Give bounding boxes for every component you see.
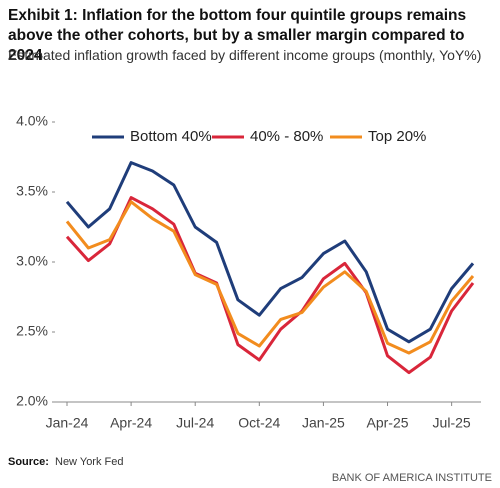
x-tick-label: Oct-24 [238,415,280,431]
legend-label: 40% - 80% [250,128,323,145]
x-tick-label: Apr-25 [367,415,409,431]
x-tick-label: Jul-25 [433,415,471,431]
brand: BANK OF AMERICA INSTITUTE [332,472,492,484]
series-line [65,200,475,355]
x-tick-label: Jan-25 [302,415,345,431]
source: New York Fed [55,456,123,468]
y-tick-label: 3.5% [16,183,48,199]
chart-title: Exhibit 1: Inflation for the bottom four… [8,7,467,64]
legend-label: Top 20% [368,128,426,145]
y-tick-label: 3.0% [16,253,48,269]
series-line [65,196,475,375]
x-tick-label: Jul-24 [176,415,214,431]
source-label: Source: [8,456,49,468]
y-tick-label: 4.0% [16,113,48,129]
legend: Bottom 40% 40% - 80% Top 20% [92,128,426,145]
y-tick-label: 2.5% [16,323,48,339]
x-tick-label: Jan-24 [46,415,89,431]
x-tick-label: Apr-24 [110,415,152,431]
y-tick-label: 2.0% [16,393,48,409]
chart-subtitle: Estimated inflation growth faced by diff… [8,47,482,63]
legend-label: Bottom 40% [130,128,212,145]
series-line [65,161,475,344]
